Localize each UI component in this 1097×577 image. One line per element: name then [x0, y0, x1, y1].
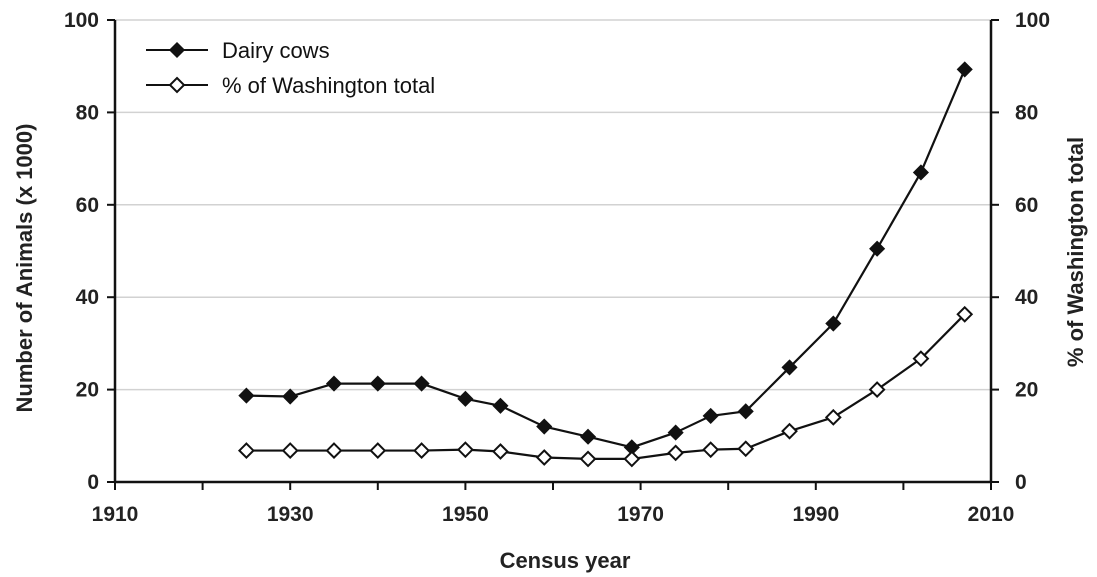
series-of-washington-total: [237, 305, 974, 468]
series-line-dairy-cows: [246, 69, 966, 449]
legend-item-washington-total: % of Washington total: [146, 73, 435, 98]
y-axis-title: Number of Animals (x 1000): [12, 124, 37, 413]
x-tick-label-1990: 1990: [792, 503, 839, 526]
data-point-dairy-cows-1930: [282, 388, 299, 405]
legend-label-washington-total: % of Washington total: [222, 73, 435, 98]
y-tick-label-60: 60: [76, 194, 99, 217]
y-tick-label-20: 20: [76, 379, 99, 402]
data-point-of-washington-total-1954: [492, 443, 509, 460]
data-point-of-washington-total-2002: [912, 350, 930, 368]
data-point-dairy-cows-1997: [869, 240, 886, 257]
x-tick-label-1910: 1910: [92, 503, 139, 526]
gridlines: [115, 19, 991, 391]
y-tick-label-80: 80: [76, 101, 99, 124]
y-tick-label-0: 0: [87, 471, 99, 494]
data-point-dairy-cows-1964: [579, 428, 597, 445]
data-point-of-washington-total-1940: [369, 442, 387, 459]
data-point-of-washington-total-1969: [623, 450, 641, 468]
series-dairy-cows: [238, 61, 973, 456]
y2-tick-label-40: 40: [1015, 286, 1038, 309]
data-point-of-washington-total-1945: [413, 442, 431, 459]
data-point-dairy-cows-1950: [457, 390, 474, 407]
x-tick-label-1950: 1950: [442, 503, 489, 526]
legend-marker-filled-diamond: [168, 41, 186, 59]
y2-tick-label-60: 60: [1015, 194, 1038, 217]
data-series: [237, 61, 974, 468]
y-tick-label-100: 100: [64, 9, 99, 32]
x-tick-label-1930: 1930: [267, 503, 314, 526]
legend-item-dairy-cows: Dairy cows: [146, 38, 330, 63]
data-point-dairy-cows-2007: [956, 61, 973, 78]
legend-marker-open-diamond: [168, 76, 186, 94]
data-point-of-washington-total-1964: [579, 450, 597, 468]
data-point-of-washington-total-1982: [737, 440, 755, 458]
y2-tick-label-100: 100: [1015, 9, 1050, 32]
data-point-dairy-cows-1925: [238, 387, 255, 404]
data-point-dairy-cows-2002: [912, 164, 929, 181]
data-point-of-washington-total-1930: [281, 442, 299, 459]
axes: [107, 19, 999, 490]
y-tick-label-40: 40: [76, 286, 99, 309]
y2-tick-label-80: 80: [1015, 101, 1038, 124]
data-point-of-washington-total-1959: [535, 449, 553, 466]
data-point-of-washington-total-1987: [781, 422, 798, 440]
data-point-of-washington-total-1950: [456, 441, 474, 459]
x-axis-title: Census year: [500, 548, 631, 573]
data-point-of-washington-total-1974: [667, 444, 685, 462]
data-point-of-washington-total-1925: [237, 442, 255, 459]
data-point-dairy-cows-1978: [702, 407, 719, 424]
x-tick-label-1970: 1970: [617, 503, 664, 526]
x-tick-label-2010: 2010: [968, 503, 1015, 526]
series-line-of-washington-total: [246, 313, 966, 460]
data-point-dairy-cows-1974: [667, 424, 684, 441]
data-point-dairy-cows-1992: [825, 315, 842, 332]
legend-label-dairy-cows: Dairy cows: [222, 38, 330, 63]
data-point-of-washington-total-1935: [325, 442, 343, 459]
y2-axis-title: % of Washington total: [1063, 137, 1088, 367]
data-point-of-washington-total-2007: [956, 305, 974, 323]
data-point-dairy-cows-1945: [413, 375, 430, 392]
data-point-dairy-cows-1935: [325, 375, 343, 392]
data-point-of-washington-total-1997: [868, 381, 886, 399]
data-point-dairy-cows-1954: [492, 397, 509, 414]
y2-tick-label-20: 20: [1015, 379, 1038, 402]
tick-labels: 0 20 40 60 80 100 0 20 40 60 80 100 1910 1930 1950 1970…: [64, 9, 1050, 526]
data-point-of-washington-total-1992: [824, 408, 842, 426]
data-point-dairy-cows-1940: [369, 375, 386, 392]
legend: Dairy cows % of Washington total: [146, 38, 435, 98]
data-point-of-washington-total-1978: [702, 441, 720, 459]
data-point-dairy-cows-1987: [781, 359, 798, 376]
data-point-dairy-cows-1959: [536, 418, 553, 435]
y2-tick-label-0: 0: [1015, 471, 1027, 494]
data-point-dairy-cows-1982: [737, 403, 754, 420]
